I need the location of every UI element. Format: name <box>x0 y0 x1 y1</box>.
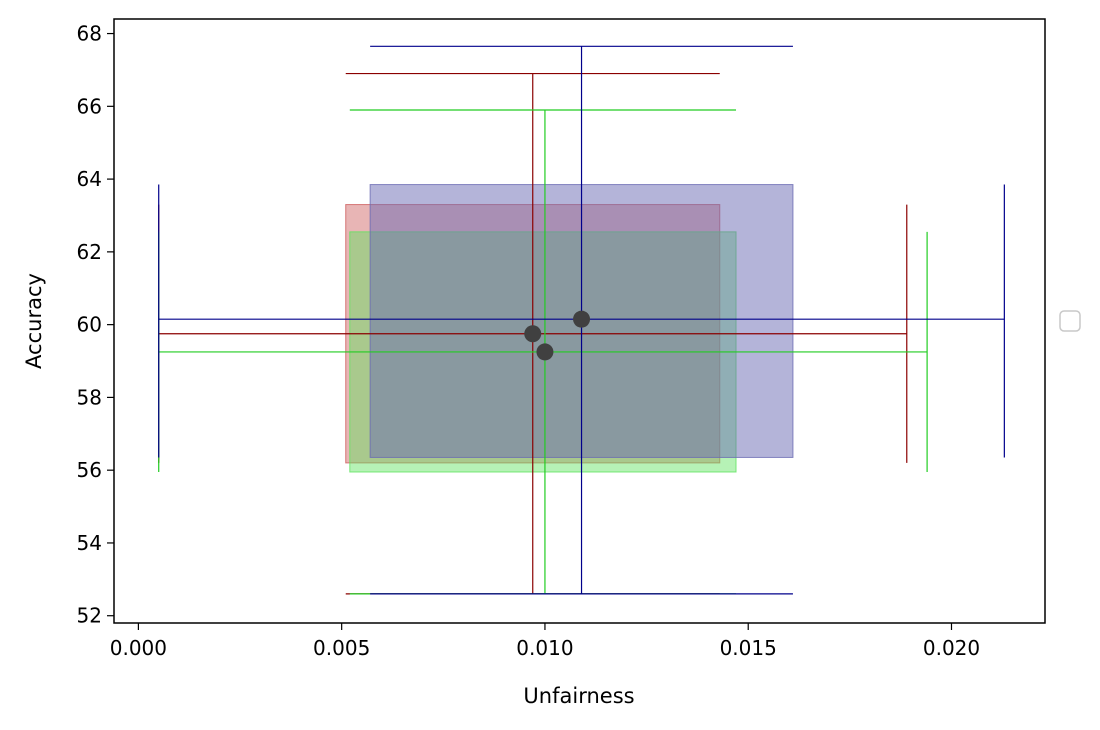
y-tick-label-6: 64 <box>77 167 102 191</box>
y-tick-label-1: 54 <box>77 531 102 555</box>
data-point-0 <box>524 325 542 343</box>
y-tick-label-0: 52 <box>77 604 102 628</box>
y-tick-label-5: 62 <box>77 240 102 264</box>
axis-ticks: 0.000 0.005 0.010 0.015 0.020 52 54 56 58 60 62 64 6… <box>77 22 981 660</box>
data-point-2 <box>573 310 591 328</box>
plot-area <box>158 45 1005 595</box>
x-tick-label-2: 0.010 <box>516 636 573 660</box>
legend-box <box>1059 310 1081 332</box>
x-tick-label-3: 0.015 <box>720 636 777 660</box>
data-point-1 <box>536 343 554 361</box>
y-tick-label-8: 68 <box>77 22 102 46</box>
x-axis-label: Unfairness <box>523 684 634 708</box>
y-tick-label-4: 60 <box>77 313 102 337</box>
plot-frame <box>113 18 1046 624</box>
y-tick-label-2: 56 <box>77 458 102 482</box>
x-tick-label-1: 0.005 <box>313 636 370 660</box>
y-tick-label-7: 66 <box>77 94 102 118</box>
x-tick-label-4: 0.020 <box>923 636 980 660</box>
x-tick-label-0: 0.000 <box>110 636 167 660</box>
y-axis-label: Accuracy <box>22 273 46 369</box>
y-tick-label-3: 58 <box>77 385 102 409</box>
